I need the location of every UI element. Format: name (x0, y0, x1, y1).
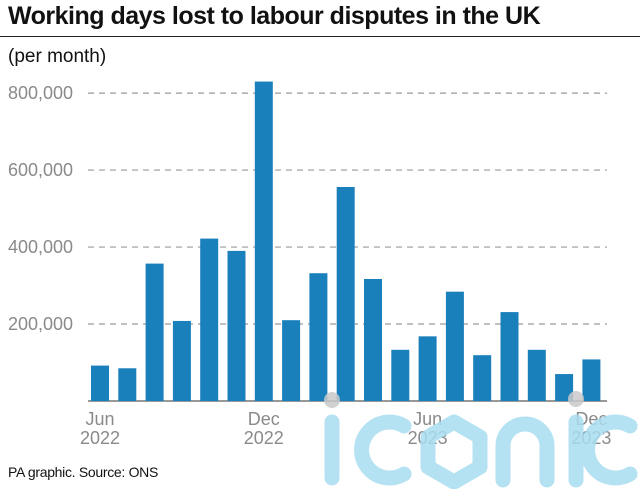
bar (309, 273, 328, 401)
bar (582, 359, 601, 401)
title-rule (0, 36, 640, 37)
x-tick-month: Jun (413, 409, 442, 429)
bar (364, 278, 382, 401)
bar (227, 250, 246, 401)
bar (91, 365, 109, 401)
watermark-glyph (354, 414, 412, 486)
x-tick-month: Jun (85, 409, 114, 429)
bar (445, 291, 464, 401)
watermark-glyph (580, 414, 638, 486)
chart-title: Working days lost to labour disputes in … (8, 2, 541, 30)
watermark-glyph (420, 414, 488, 489)
bar (555, 374, 574, 401)
bar (282, 320, 301, 401)
y-tick-label: 400,000 (8, 237, 73, 257)
chart-subtitle: (per month) (8, 46, 107, 67)
x-tick-year: 2022 (80, 428, 120, 448)
watermark-glyph (324, 392, 340, 408)
bar (391, 349, 410, 401)
bar (200, 238, 219, 401)
x-tick-month: Dec (248, 409, 280, 429)
y-tick-label: 800,000 (8, 83, 73, 103)
watermark-glyph (495, 416, 555, 488)
bars (91, 81, 601, 401)
y-tick-label: 600,000 (8, 160, 73, 180)
y-tick-labels: 200,000 400,000 600,000 800,000 (8, 83, 73, 334)
bar (527, 349, 546, 401)
watermark-glyph (568, 391, 584, 407)
bar (500, 312, 519, 401)
bar (145, 263, 164, 401)
bar (254, 81, 273, 401)
source-note: PA graphic. Source: ONS (8, 464, 159, 480)
x-tick-year: 2022 (244, 428, 284, 448)
bar (118, 368, 137, 401)
bar (336, 187, 355, 401)
y-tick-label: 200,000 (8, 314, 73, 334)
bar (418, 336, 437, 401)
iconic-watermark (324, 391, 638, 489)
bar (473, 355, 492, 401)
bar (172, 320, 191, 401)
